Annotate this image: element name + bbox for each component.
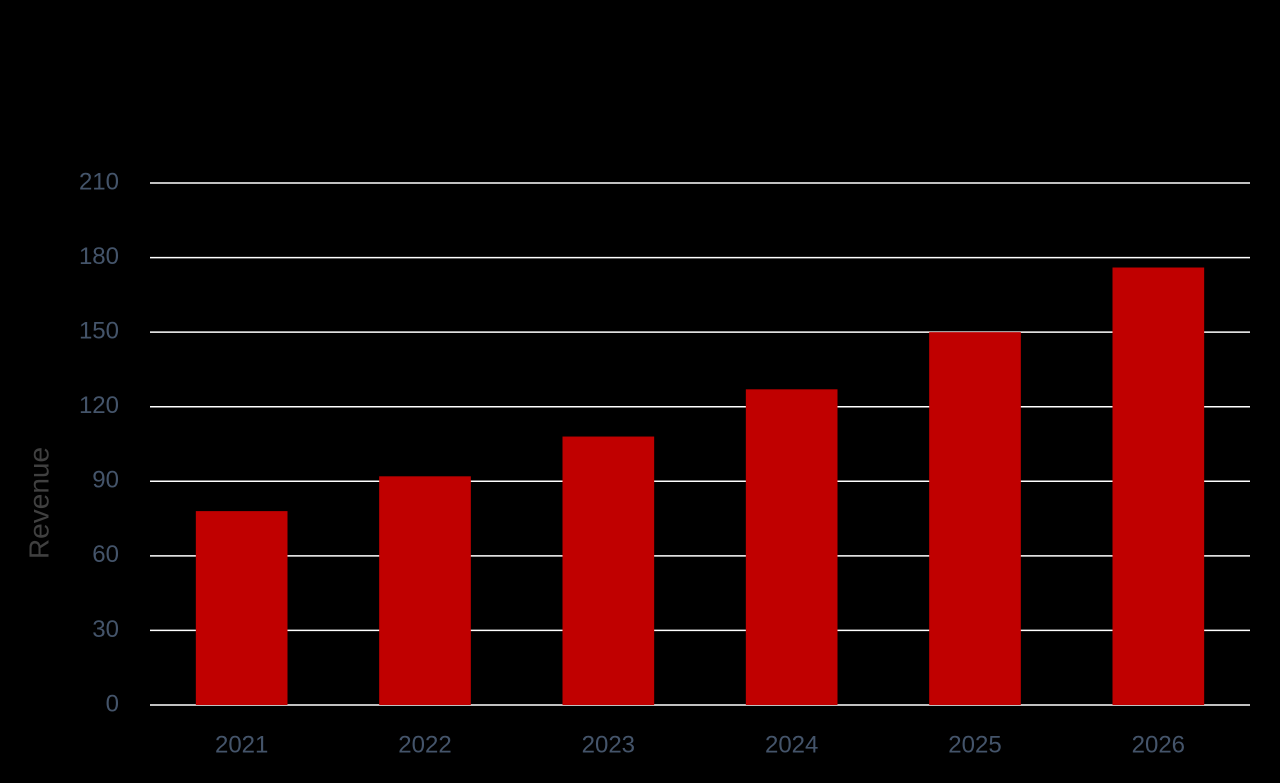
y-tick-label: 60 <box>92 541 119 568</box>
bar-2025 <box>929 332 1021 705</box>
bar-2023 <box>562 436 655 705</box>
y-tick-label: 0 <box>106 690 119 717</box>
x-tick-label: 2024 <box>765 731 818 758</box>
bars <box>195 267 1205 705</box>
y-tick-label: 90 <box>92 467 119 494</box>
bar-2022 <box>379 476 471 705</box>
y-tick-label: 150 <box>79 317 119 344</box>
y-tick-label: 210 <box>79 168 119 195</box>
gridlines <box>150 182 1250 706</box>
x-tick-label: 2022 <box>398 731 451 758</box>
bar-2024 <box>745 389 838 705</box>
x-tick-label: 2025 <box>948 731 1001 758</box>
bar-2021 <box>195 511 288 705</box>
y-tick-label: 30 <box>92 616 119 643</box>
y-axis-title: Revenue <box>23 447 54 559</box>
x-tick-label: 2023 <box>582 731 635 758</box>
x-tick-label: 2021 <box>215 731 268 758</box>
x-axis-ticks: 2021 2022 2023 2024 2025 2026 <box>215 731 1185 758</box>
x-tick-label: 2026 <box>1132 731 1185 758</box>
y-axis-ticks: 0 30 60 90 120 150 180 210 <box>79 168 119 717</box>
y-tick-label: 180 <box>79 243 119 270</box>
bar-2026 <box>1112 267 1205 705</box>
y-tick-label: 120 <box>79 392 119 419</box>
